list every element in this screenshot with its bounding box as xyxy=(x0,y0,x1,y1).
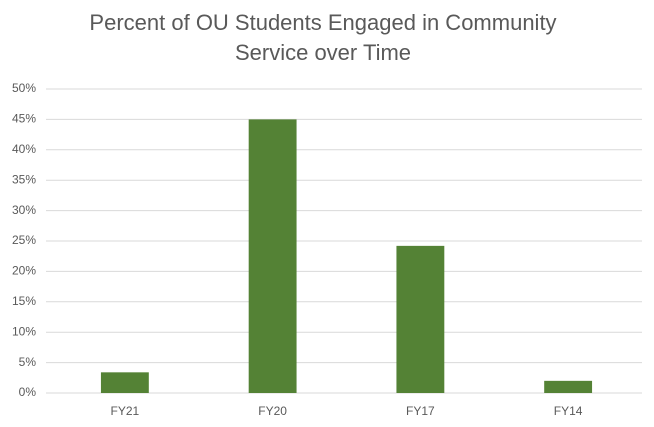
bar xyxy=(100,372,149,393)
y-tick-label: 25% xyxy=(12,233,36,247)
y-tick-label: 50% xyxy=(12,81,36,95)
x-tick-label: FY17 xyxy=(406,404,435,418)
bar xyxy=(544,380,593,393)
x-tick-label: FY20 xyxy=(258,404,287,418)
y-tick-label: 5% xyxy=(19,355,37,369)
y-tick-label: 0% xyxy=(19,385,37,399)
x-tick-label: FY21 xyxy=(111,404,140,418)
y-tick-label: 15% xyxy=(12,294,36,308)
bar xyxy=(248,119,297,394)
bar xyxy=(396,245,445,393)
y-tick-label: 35% xyxy=(12,172,36,186)
y-tick-label: 20% xyxy=(12,264,36,278)
y-tick-label: 30% xyxy=(12,203,36,217)
y-tick-label: 45% xyxy=(12,112,36,126)
x-tick-label: FY14 xyxy=(554,404,583,418)
chart-title: Percent of OU Students Engaged in Commun… xyxy=(89,10,557,65)
y-tick-label: 10% xyxy=(12,324,36,338)
y-tick-label: 40% xyxy=(12,142,36,156)
